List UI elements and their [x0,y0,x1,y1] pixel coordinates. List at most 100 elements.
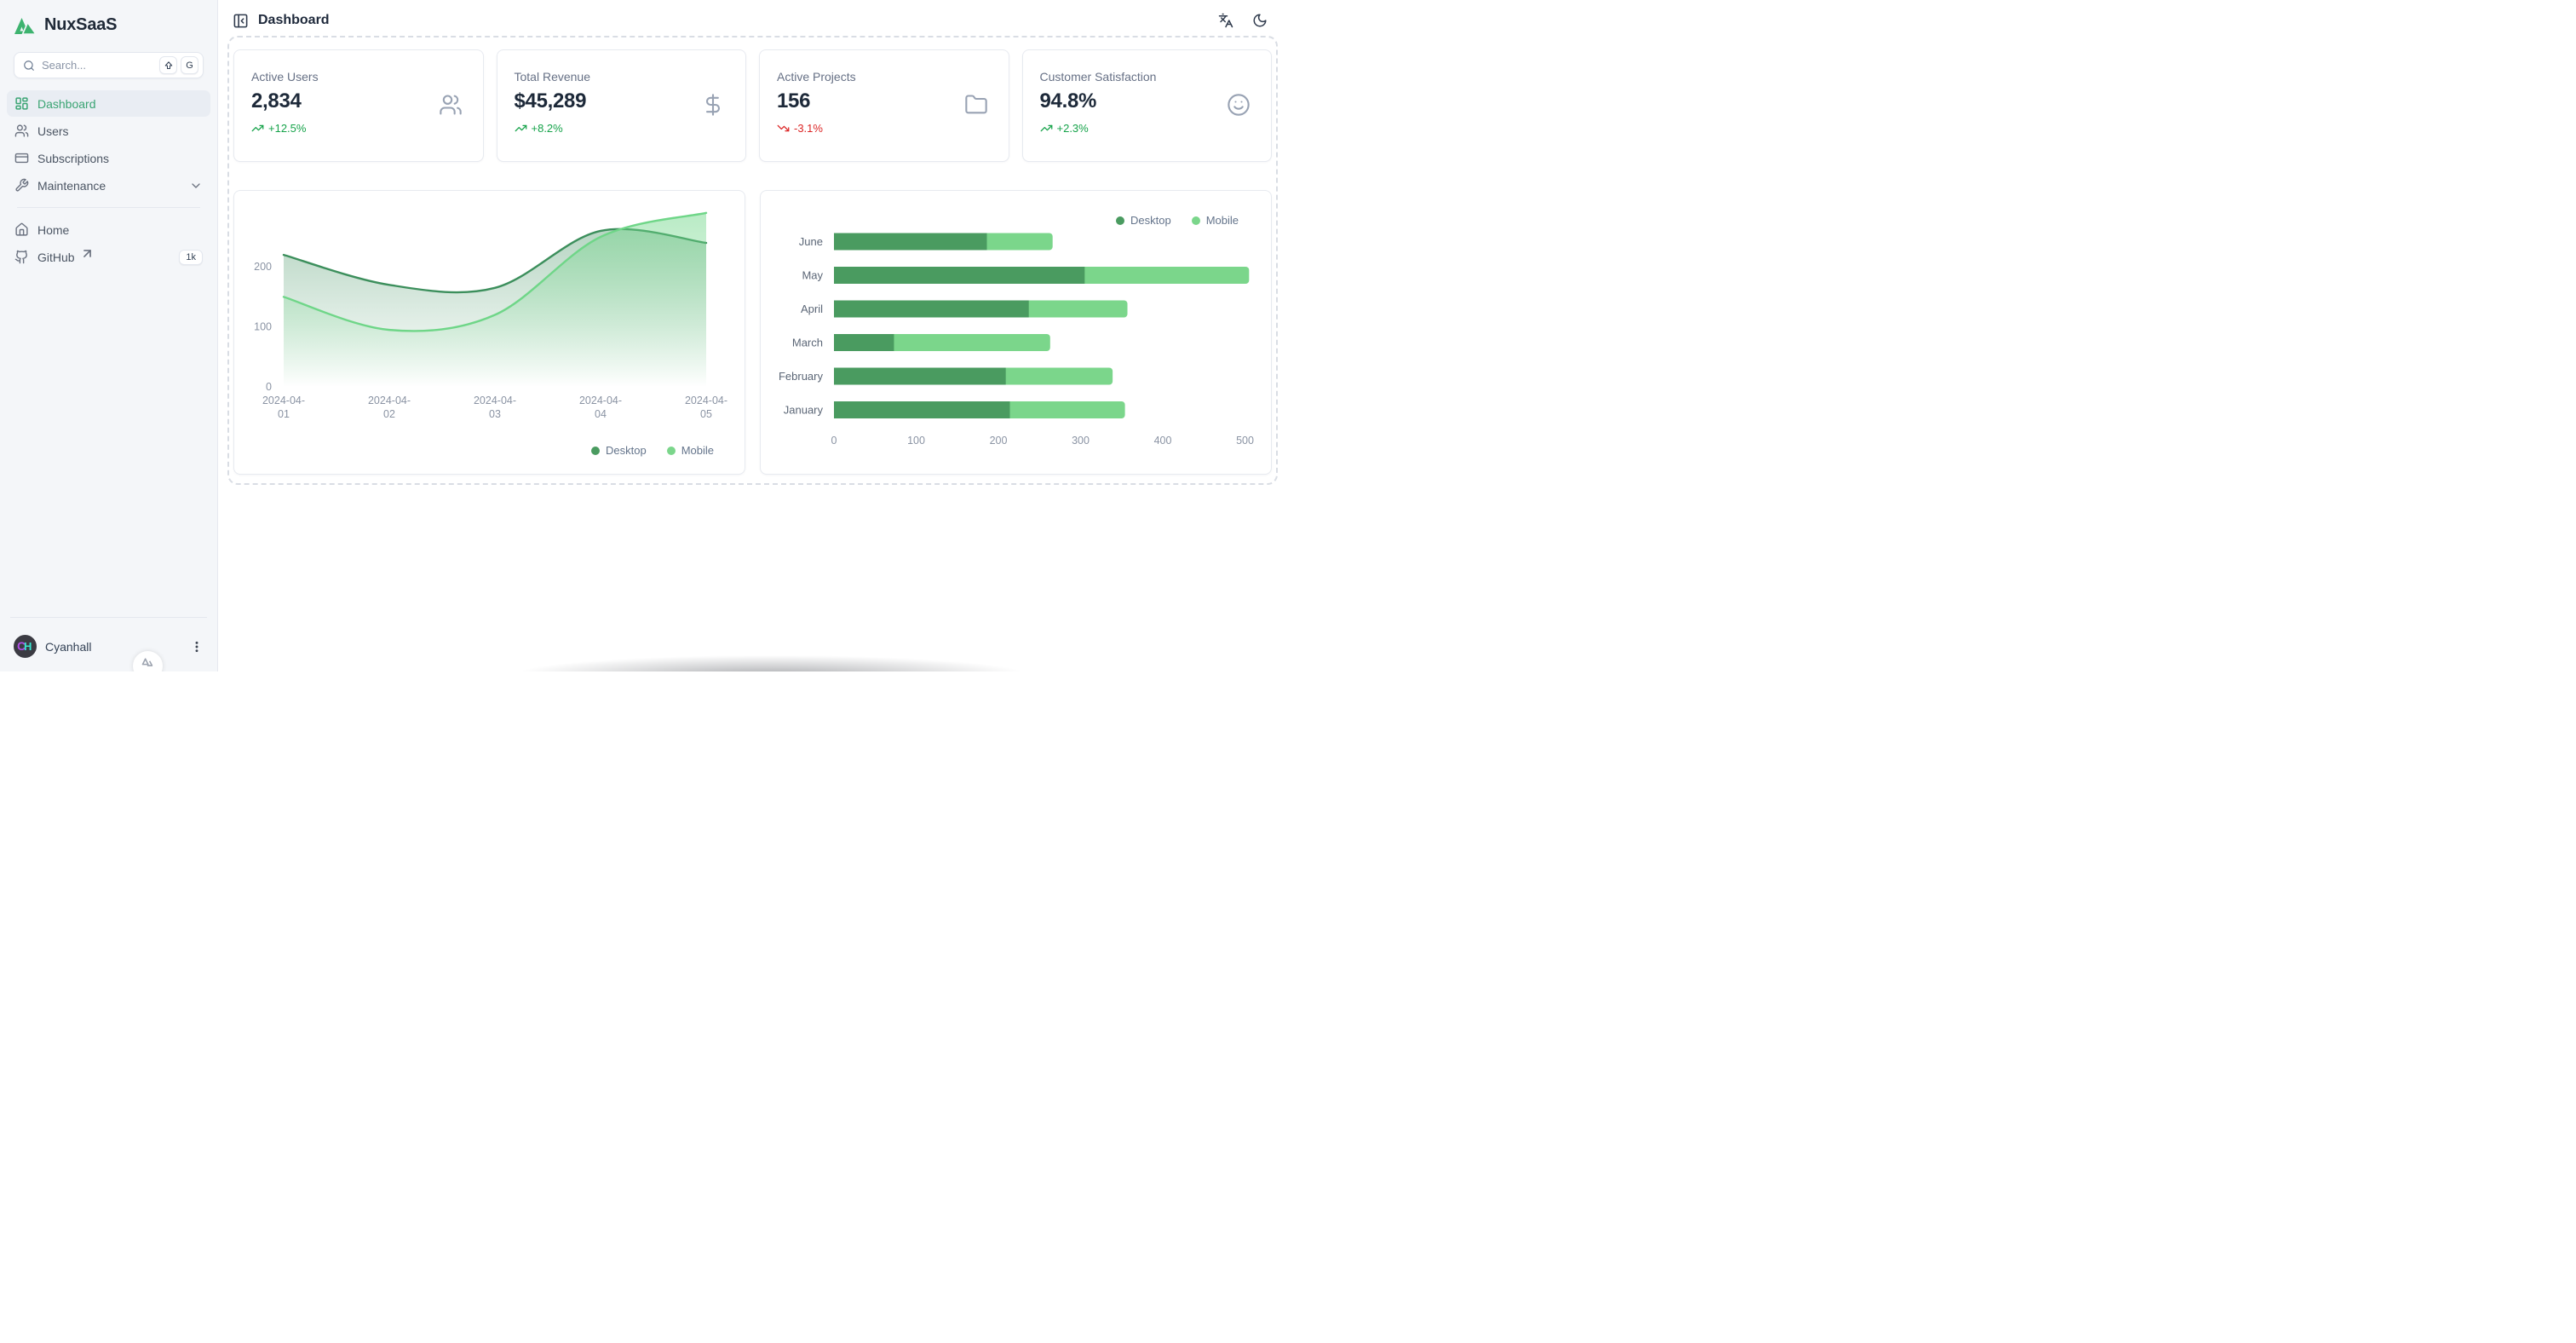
trending-up-icon [1040,124,1052,132]
bar-chart-legend: Desktop Mobile [1116,214,1239,227]
legend-item-mobile[interactable]: Mobile [1191,214,1239,227]
sidebar-item-dashboard[interactable]: Dashboard [7,90,210,117]
svg-text:04: 04 [595,408,607,420]
svg-text:01: 01 [278,408,290,420]
sidebar-item-home[interactable]: Home [7,216,210,243]
stat-card-active-projects: Active Projects 156 -3.1% [759,49,1009,162]
trending-up-icon [515,124,526,132]
traffic-area-chart-card: 0 100 200 2024-04- 01 2024-04- 02 2024-04- 03 202… [233,190,745,475]
svg-text:April: April [801,303,823,315]
search-placeholder: Search... [42,59,87,72]
svg-text:200: 200 [254,261,272,273]
sidebar-item-users[interactable]: Users [7,118,210,144]
stat-value: 156 [777,89,811,112]
app-window: NuxSaaS Search... G Dashboard Users Subs… [0,0,1288,672]
svg-text:2024-04-: 2024-04- [579,395,622,406]
svg-text:March: March [792,337,823,349]
sidebar-collapse-icon[interactable] [233,13,249,29]
svg-text:100: 100 [907,435,925,447]
bar-chart[interactable]: June May April March February January 0 100 200 3… [761,191,1272,475]
legend-item-desktop[interactable]: Desktop [591,444,647,457]
svg-text:January: January [784,404,824,417]
main-header: Dashboard [218,0,1288,41]
svg-text:100: 100 [254,321,272,333]
stat-delta: +12.5% [251,122,466,135]
monthly-bar-chart-card: June May April March February January 0 100 200 3… [760,190,1272,475]
sidebar-item-subscriptions[interactable]: Subscriptions [7,145,210,171]
desktop-legend-dot [1116,216,1124,225]
svg-text:2024-04-: 2024-04- [474,395,516,406]
sidebar-divider [17,207,200,208]
shortcut-g-key: G [181,56,198,74]
svg-text:300: 300 [1072,435,1090,447]
svg-text:February: February [779,370,824,383]
chevron-down-icon[interactable] [189,179,203,193]
desktop-legend-dot [591,446,600,455]
legend-item-desktop[interactable]: Desktop [1116,214,1171,227]
nuxsaas-logo-icon [14,18,37,35]
svg-text:05: 05 [700,408,712,420]
users-icon [14,124,29,137]
dashboard-grid-icon [15,97,28,110]
wrench-icon [15,178,29,192]
sidebar-nav: Dashboard Users Subscriptions Maintenanc… [0,90,217,270]
svg-text:02: 02 [383,408,395,420]
language-icon[interactable] [1218,13,1233,28]
area-chart[interactable]: 0 100 200 2024-04- 01 2024-04- 02 2024-04- 03 202… [234,191,745,475]
svg-text:June: June [799,235,823,248]
home-icon [15,222,28,236]
stat-delta: +8.2% [515,122,729,135]
sidebar-item-label: Users [37,124,69,138]
legend-item-mobile[interactable]: Mobile [666,444,714,457]
svg-text:400: 400 [1154,435,1172,447]
svg-text:2024-04-: 2024-04- [262,395,305,406]
github-stars-badge: 1k [179,249,203,265]
stat-label: Total Revenue [514,70,591,84]
bottom-overlay-shadow [443,649,1099,672]
sidebar-item-maintenance[interactable]: Maintenance [7,172,210,199]
folder-icon [964,95,987,114]
trending-down-icon [777,124,790,132]
sidebar-item-label: Dashboard [37,96,96,111]
svg-text:03: 03 [489,408,501,420]
stat-card-customer-satisfaction: Customer Satisfaction 94.8% +2.3% [1021,49,1272,162]
stat-label: Customer Satisfaction [1039,70,1157,84]
stat-card-total-revenue: Total Revenue $45,289 +8.2% [496,49,746,162]
stat-value: 2,834 [251,89,302,112]
dark-mode-moon-icon[interactable] [1252,13,1268,28]
stat-value: $45,289 [514,89,587,112]
devtools-button[interactable] [133,651,163,672]
sidebar: NuxSaaS Search... G Dashboard Users Subs… [0,0,218,672]
sidebar-item-label: Subscriptions [37,151,110,165]
shortcut-shift-key [159,56,177,74]
svg-text:0: 0 [831,435,837,447]
stats-row: Active Users 2,834 +12.5% Total Revenue … [233,49,1272,162]
dollar-icon [705,94,721,116]
sidebar-item-github[interactable]: GitHub 1k [7,244,210,270]
search-input[interactable]: Search... G [14,52,204,78]
sidebar-item-label: Maintenance [37,178,106,193]
stat-delta: -3.1% [777,122,992,135]
kebab-menu-icon[interactable] [190,640,204,654]
stat-label: Active Projects [777,70,856,84]
stat-value: 94.8% [1039,89,1097,112]
github-icon [14,250,27,264]
smile-icon [1228,94,1250,116]
stat-card-active-users: Active Users 2,834 +12.5% [233,49,484,162]
mountains-icon [141,658,153,666]
trending-up-icon [251,124,264,132]
stat-label: Active Users [251,70,319,84]
brand[interactable]: NuxSaaS [0,0,217,43]
page-title: Dashboard [258,13,330,27]
stat-delta: +2.3% [1040,122,1255,135]
svg-text:May: May [802,269,823,282]
mobile-legend-dot [666,446,676,455]
dashboard-content: Active Users 2,834 +12.5% Total Revenue … [227,36,1278,485]
mobile-legend-dot [1191,216,1200,225]
user-name: Cyanhall [45,639,92,654]
credit-card-icon [14,153,29,164]
sidebar-item-label: Home [37,222,70,237]
app-name: NuxSaaS [44,14,118,34]
